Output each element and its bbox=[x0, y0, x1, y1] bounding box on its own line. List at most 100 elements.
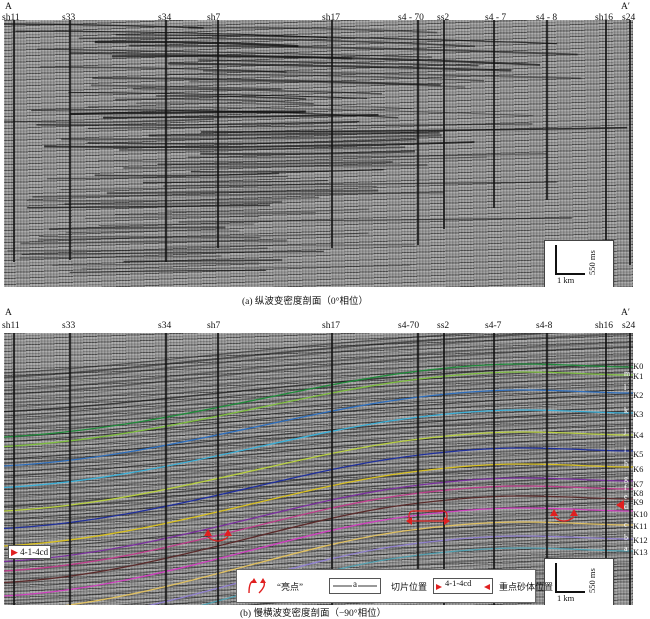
sand-tag-label: 4-1-4cd bbox=[20, 547, 49, 557]
legend-slice-label: 切片位置 bbox=[391, 582, 428, 592]
reflector-a-55 bbox=[178, 217, 572, 223]
scale-bar-horizontal bbox=[555, 591, 585, 593]
p-wave-density-section: 1 km 550 ms bbox=[4, 20, 633, 287]
reflector-a-63 bbox=[7, 247, 268, 252]
horizon-line-5 bbox=[4, 447, 633, 530]
horizon-line-11 bbox=[64, 521, 633, 605]
slow-s-wave-density-section: ▶ 4-1-4cd 1 km 550 ms bbox=[4, 333, 633, 605]
horizon-line-8 bbox=[4, 485, 633, 572]
reflector-b-6 bbox=[4, 350, 633, 400]
key-sand-icon bbox=[433, 578, 493, 594]
reflector-a-35 bbox=[119, 146, 406, 151]
reflector-a-36 bbox=[200, 150, 415, 156]
reflector-a-3 bbox=[115, 34, 558, 45]
horizon-line-10 bbox=[4, 507, 633, 597]
reflector-a-26 bbox=[103, 113, 379, 119]
reflector-b-23 bbox=[4, 423, 633, 473]
reflector-a-9 bbox=[111, 55, 541, 66]
panel-a-well-label-6: ss2 bbox=[437, 13, 450, 23]
bright-spot-0 bbox=[204, 529, 232, 542]
reflector-a-49 bbox=[26, 196, 320, 202]
reflector-b-9 bbox=[4, 362, 633, 413]
panel-a-well-label-5: s4 - 70 bbox=[398, 13, 424, 23]
reflector-a-68 bbox=[81, 265, 411, 270]
reflector-a-69 bbox=[69, 269, 266, 273]
panel-b-caption: (b) 慢横波变密度剖面（−90°相位） bbox=[240, 609, 387, 619]
reflector-b-47 bbox=[4, 526, 633, 576]
reflector-a-67 bbox=[52, 262, 260, 266]
reflector-a-56 bbox=[98, 223, 254, 227]
horizon-label-k8: K8 bbox=[633, 488, 644, 498]
reflector-b-11 bbox=[4, 371, 633, 422]
reflector-a-16 bbox=[189, 80, 466, 88]
reflector-a-43 bbox=[47, 175, 288, 180]
reflector-b-33 bbox=[4, 466, 633, 516]
reflector-b-49 bbox=[4, 535, 633, 585]
reflector-b-17 bbox=[4, 397, 633, 447]
reflector-a-42 bbox=[94, 172, 279, 177]
horizon-label-k7: K7 bbox=[633, 479, 644, 489]
reflector-b-37 bbox=[4, 483, 633, 533]
horizon-line-3 bbox=[4, 409, 633, 489]
slice-letter-d: d bbox=[624, 502, 628, 511]
bright-spot-icon bbox=[248, 578, 266, 594]
reflector-a-57 bbox=[48, 226, 226, 231]
horizon-label-k10: K10 bbox=[633, 509, 648, 519]
reflector-b-21 bbox=[4, 414, 633, 465]
reflector-a-37 bbox=[188, 152, 547, 158]
horizon-label-k9: K9 bbox=[633, 497, 644, 507]
reflector-b-30 bbox=[4, 453, 633, 503]
horizon-label-k11: K11 bbox=[633, 521, 648, 531]
reflector-a-60 bbox=[37, 237, 261, 241]
reflector-b-39 bbox=[4, 492, 633, 542]
reflector-a-45 bbox=[163, 181, 557, 187]
reflector-b-45 bbox=[4, 517, 633, 568]
reflector-a-62 bbox=[166, 244, 415, 248]
panel-b-well-label-10: s24 bbox=[622, 321, 636, 331]
panel-b-well-label-1: s33 bbox=[62, 321, 76, 331]
reflector-b-41 bbox=[4, 500, 633, 550]
reflector-b-1 bbox=[4, 333, 571, 379]
reflector-a-6 bbox=[129, 44, 578, 56]
reflector-b-10 bbox=[4, 367, 633, 417]
legend-box: “亮点” a 切片位置 4-1-4cd 重点砂体位置 bbox=[236, 569, 553, 603]
reflector-b-42 bbox=[4, 505, 633, 555]
panel-a-scale-box: 1 km 550 ms bbox=[544, 240, 614, 287]
reflector-b-44 bbox=[4, 513, 633, 563]
reflector-a-27 bbox=[4, 118, 215, 123]
panel-a-well-label-8: s4 - 8 bbox=[536, 13, 558, 23]
reflector-a-41 bbox=[190, 169, 384, 173]
reflector-b-50 bbox=[4, 539, 633, 589]
bright-spot-1 bbox=[550, 509, 578, 522]
reflector-b-18 bbox=[4, 402, 633, 451]
horizon-label-k3: K3 bbox=[633, 409, 644, 419]
panel-b-well-label-9: sh16 bbox=[595, 321, 613, 331]
reflector-a-51 bbox=[27, 204, 270, 209]
scale-bar-vertical bbox=[555, 563, 557, 592]
reflector-a-20 bbox=[156, 95, 307, 100]
panel-b-left-end: A bbox=[5, 308, 12, 318]
slice-letter-k: k bbox=[624, 406, 628, 415]
panel-b-well-label-2: s34 bbox=[158, 321, 172, 331]
reflector-a-10 bbox=[198, 59, 479, 67]
panel-a-well-label-7: s4 - 7 bbox=[485, 13, 507, 23]
horizon-line-9 bbox=[4, 495, 633, 584]
reflector-a-29 bbox=[88, 123, 533, 129]
reflector-b-26 bbox=[4, 436, 633, 486]
horizon-line-4 bbox=[4, 431, 633, 512]
reflector-b-16 bbox=[4, 393, 633, 443]
horizon-line-2 bbox=[4, 389, 633, 467]
slice-letter-e: e bbox=[624, 492, 628, 501]
reflector-a-30 bbox=[201, 126, 628, 133]
reflector-b-38 bbox=[4, 487, 633, 538]
reflector-a-17 bbox=[90, 84, 282, 90]
reflector-a-0 bbox=[4, 23, 204, 29]
reflector-b-20 bbox=[4, 410, 633, 460]
panel-a-well-label-9: sh16 bbox=[595, 13, 613, 23]
legend-bright-spot: “亮点” bbox=[277, 582, 303, 592]
reflector-a-5 bbox=[94, 40, 299, 48]
reflector-a-44 bbox=[142, 180, 328, 183]
reflector-b-12 bbox=[4, 375, 633, 426]
panel-a-well-label-10: s24 bbox=[622, 13, 636, 23]
reflector-a-23 bbox=[87, 106, 534, 117]
